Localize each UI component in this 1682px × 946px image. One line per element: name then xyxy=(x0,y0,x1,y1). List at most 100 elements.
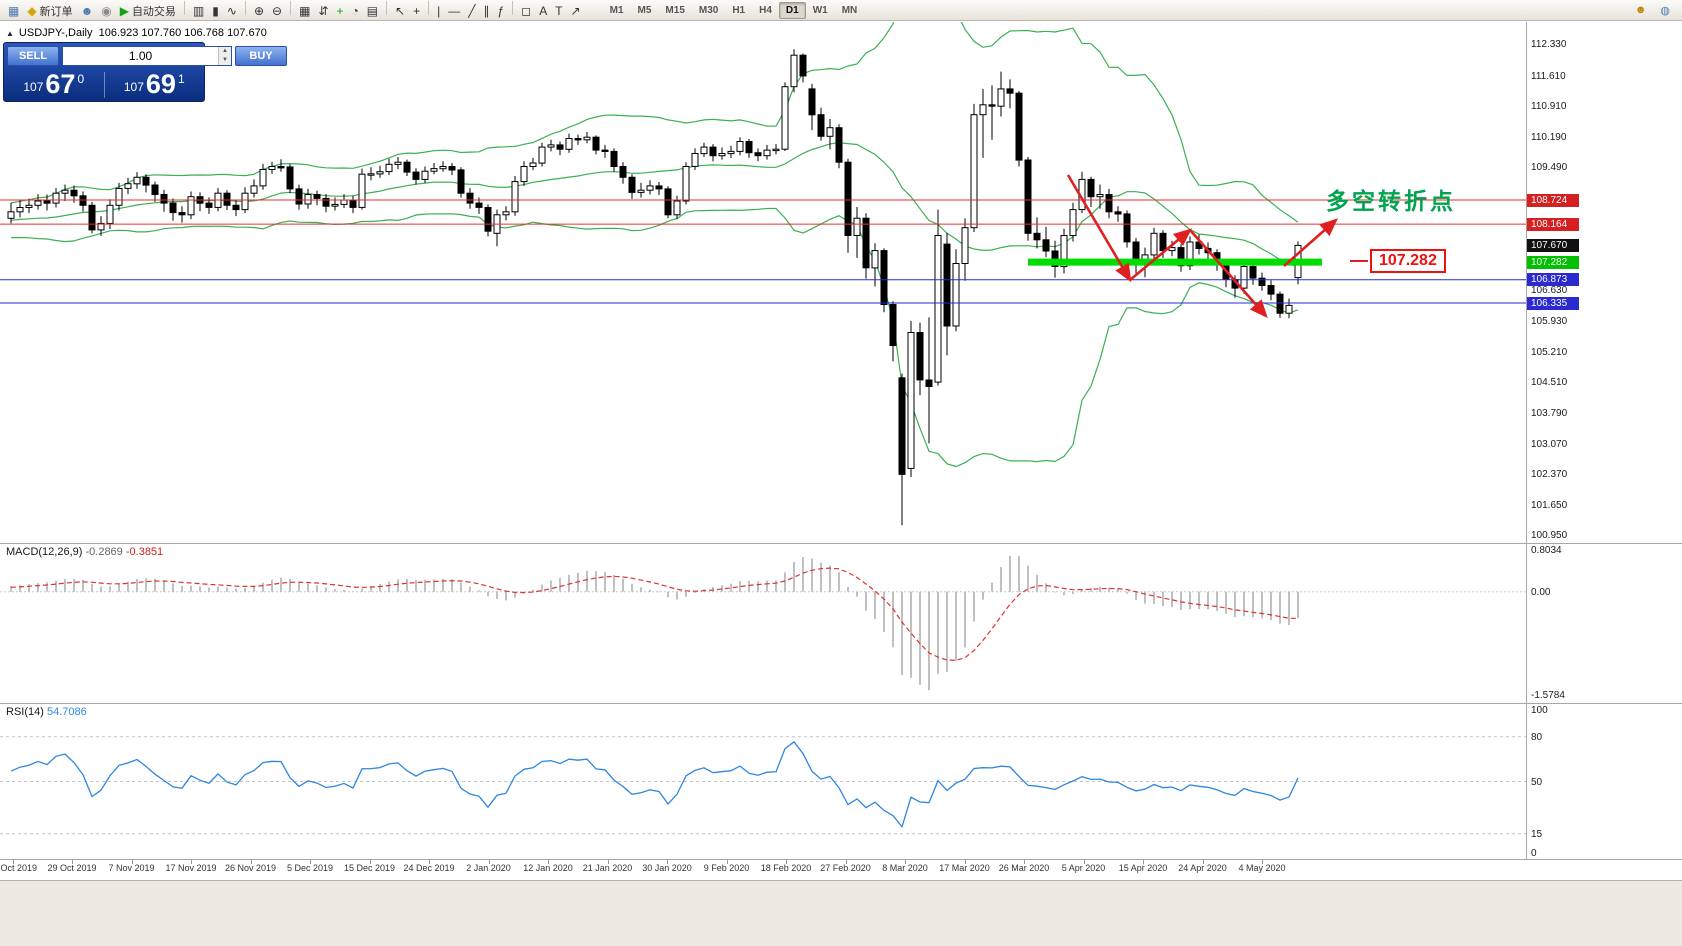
timeframe-h4[interactable]: H4 xyxy=(759,4,772,16)
arrows-icon[interactable]: ↗ xyxy=(567,2,585,20)
lot-size-input[interactable] xyxy=(63,47,218,65)
bollinger-lo xyxy=(10,207,1299,468)
trend-zigzag-arrow[interactable] xyxy=(1189,229,1268,318)
workspace-strip xyxy=(0,880,1682,946)
date-label: 26 Mar 2020 xyxy=(998,863,1050,873)
price-divider xyxy=(103,72,105,98)
date-label: 17 Mar 2020 xyxy=(939,863,990,873)
rsi-axis-15: 15 xyxy=(1531,828,1543,840)
toolbar-separator xyxy=(244,0,246,15)
rsi-title: RSI(14) xyxy=(6,706,44,718)
charts-icon[interactable]: ▦ xyxy=(4,2,23,20)
zoom-out-icon[interactable]: ⊖ xyxy=(268,2,286,20)
auto-trading-button[interactable]: ▶ 自动交易 xyxy=(116,2,180,20)
date-label: 15 Dec 2019 xyxy=(343,863,396,873)
hline-icon[interactable]: — xyxy=(444,2,464,20)
rsi-axis-50: 50 xyxy=(1531,776,1543,788)
price-axis-label: 105.210 xyxy=(1531,346,1568,358)
auto-trading-button: ▶ xyxy=(119,3,129,18)
sell-price[interactable]: 107 67 0 xyxy=(4,68,104,100)
crosshair-icon[interactable]: + xyxy=(409,2,424,20)
one-click-trading-panel: SELL ▲ ▼ BUY 107 67 0 107 xyxy=(3,42,287,102)
panel-separator-2[interactable] xyxy=(0,703,1682,704)
price-axis-label: 102.370 xyxy=(1531,469,1568,480)
timeframe-m30[interactable]: M30 xyxy=(698,4,719,16)
price-callout-box[interactable]: 107.282 xyxy=(1370,249,1446,273)
price-axis-label: 109.490 xyxy=(1531,161,1568,173)
timeframe-d1[interactable]: D1 xyxy=(778,1,806,19)
templates-icon: ▤ xyxy=(366,3,379,18)
profile-icon[interactable]: ☻ xyxy=(77,2,98,20)
rsi-value: 54.7086 xyxy=(46,706,87,718)
chat-icon[interactable]: ◍ xyxy=(1660,4,1670,17)
date-label: 7 Nov 2019 xyxy=(108,863,155,873)
candlestick-chart-icon[interactable]: ▮ xyxy=(208,2,223,20)
date-label: 27 Feb 2020 xyxy=(820,863,871,873)
turning-point-annotation[interactable]: 多空转折点 xyxy=(1326,188,1456,214)
cursor-icon[interactable]: ↖ xyxy=(391,2,409,20)
trendline-icon[interactable]: ╱ xyxy=(464,2,479,20)
date-label: 8 Mar 2020 xyxy=(882,863,928,873)
lot-up-icon[interactable]: ▲ xyxy=(219,47,231,56)
price-chart-svg[interactable] xyxy=(0,22,1527,543)
date-label: 26 Nov 2019 xyxy=(224,863,277,873)
refresh-icon[interactable]: ◉ xyxy=(97,2,115,20)
shapes-icon: ◻ xyxy=(521,3,532,18)
timeframe-m1[interactable]: M1 xyxy=(609,4,624,16)
indicators-icon[interactable]: + xyxy=(332,2,347,20)
one-click-toggle-icon[interactable]: ▲ xyxy=(6,29,14,38)
fibonacci-icon[interactable]: ƒ xyxy=(494,2,509,20)
arrange-icon[interactable]: ⇵ xyxy=(314,2,332,20)
date-label: 17 Nov 2019 xyxy=(165,863,217,873)
text-icon[interactable]: A xyxy=(535,2,551,20)
label-icon[interactable]: T xyxy=(551,2,566,20)
buy-price[interactable]: 107 69 1 xyxy=(105,70,205,100)
chart-area[interactable]: 112.330 111.610 110.910 110.190 109.490 106.6… xyxy=(0,22,1682,880)
tile-windows-icon[interactable]: ▦ xyxy=(295,2,314,20)
sell-button[interactable]: SELL xyxy=(7,46,59,66)
timeframe-mn[interactable]: MN xyxy=(841,4,858,16)
date-tick xyxy=(488,860,490,864)
date-tick xyxy=(1262,860,1263,864)
line-chart-icon: ∿ xyxy=(226,3,237,18)
macd-title: MACD(12,26,9) xyxy=(6,546,83,558)
price-axis-label: 100.950 xyxy=(1531,530,1568,542)
symbol-period-label: USDJPY-,Daily xyxy=(18,27,93,39)
text-icon: A xyxy=(539,3,548,18)
panel-separator-1[interactable] xyxy=(0,543,1682,544)
new-order-button[interactable]: ◆ 新订单 xyxy=(23,2,76,20)
bar-chart-icon[interactable]: ▥ xyxy=(189,2,208,20)
community-icon[interactable]: ☻ xyxy=(1634,4,1647,16)
hline-icon: — xyxy=(448,3,461,18)
templates-icon[interactable]: ▤ xyxy=(363,2,382,20)
timeframe-m5[interactable]: M5 xyxy=(637,4,652,16)
date-tick xyxy=(607,860,609,864)
macd-chart-svg[interactable] xyxy=(0,544,1527,703)
main-toolbar: ▦ ◆ 新订单 ☻ ◉ ▶ 自动交易 ▥ ▮ ∿ ⊕ ⊖ ▦ ⇵ + ◔ ▤ ↖ + | — ╱ ∥ ƒ ◻ A T ↗ M1 M5 M1… xyxy=(0,0,1682,21)
toolbar-separator xyxy=(183,0,185,15)
date-label: 12 Jan 2020 xyxy=(523,863,573,873)
periods-icon[interactable]: ◔ xyxy=(348,2,363,20)
vline-icon[interactable]: | xyxy=(433,2,444,20)
macd-histogram xyxy=(10,555,1299,691)
timeframe-h1[interactable]: H1 xyxy=(732,4,746,16)
trend-zigzag-arrow[interactable] xyxy=(1129,228,1192,281)
up-trend-arrow[interactable] xyxy=(1283,218,1338,267)
sell-price-big: 67 xyxy=(45,68,76,99)
rsi-line xyxy=(10,740,1299,829)
candles xyxy=(7,49,1302,526)
timeframe-m15[interactable]: M15 xyxy=(665,4,685,16)
lot-down-icon[interactable]: ▼ xyxy=(219,56,231,65)
timeframe-w1[interactable]: W1 xyxy=(812,4,828,16)
buy-button[interactable]: BUY xyxy=(235,46,287,66)
channel-icon[interactable]: ∥ xyxy=(480,2,494,20)
price-axis-label: 112.330 xyxy=(1531,39,1567,51)
date-tick xyxy=(964,860,966,864)
line-chart-icon[interactable]: ∿ xyxy=(223,2,241,20)
new-order-button: ◆ xyxy=(27,3,37,18)
zoom-in-icon[interactable]: ⊕ xyxy=(250,2,268,20)
lot-stepper[interactable]: ▲ ▼ xyxy=(218,47,231,65)
trend-zigzag-arrow[interactable] xyxy=(1066,174,1132,283)
rsi-chart-svg[interactable] xyxy=(0,704,1527,859)
shapes-icon[interactable]: ◻ xyxy=(517,2,535,20)
